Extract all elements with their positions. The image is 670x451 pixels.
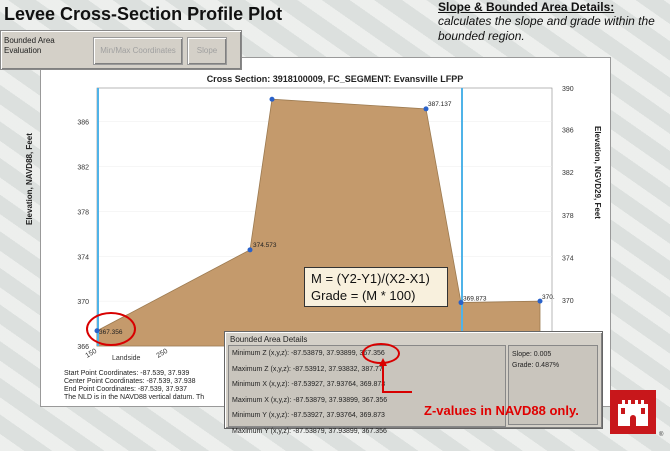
left-tick-label: 370 (77, 299, 89, 306)
data-point (247, 247, 253, 253)
x-tick-label: 250 (156, 348, 170, 360)
minmax-coordinates-button[interactable]: Min/Max Coordinates (93, 37, 183, 65)
data-point (423, 106, 429, 112)
max-y-row: Maximum Y (x,y,z): -87.53879, 37.93899, … (232, 427, 387, 435)
max-z-row: Maximum Z (x,y,z): -87.53912, 37.93832, … (232, 365, 383, 373)
registered-mark: ® (659, 432, 664, 438)
slope-button[interactable]: Slope (187, 37, 227, 65)
left-tick-label: 382 (77, 165, 89, 172)
min-point-highlight-circle (86, 312, 136, 346)
coordinates-info: Start Point Coordinates: -87.539, 37.939… (64, 370, 204, 402)
usace-castle-logo (610, 390, 656, 434)
data-point-label: 387.137 (428, 101, 452, 108)
info-line: Center Point Coordinates: -87.539, 37.93… (64, 378, 196, 385)
data-point-label: 369.873 (463, 296, 487, 303)
data-point-label: 370. (542, 294, 555, 301)
side-note: Slope & Bounded Area Details: calculates… (438, 0, 668, 44)
right-tick-label: 374 (562, 255, 574, 262)
right-tick-label: 382 (562, 170, 574, 177)
info-line: End Point Coordinates: -87.539, 37.937 (64, 386, 187, 393)
slope-formula-box: M = (Y2-Y1)/(X2-X1) Grade = (M * 100) (304, 267, 448, 307)
data-point (269, 96, 275, 102)
right-tick-label: 370 (562, 298, 574, 305)
left-tick-label: 378 (77, 209, 89, 216)
dialog-title: Bounded Area Details (230, 335, 308, 344)
landside-label: Landside (112, 355, 141, 362)
left-tick-label: 386 (77, 120, 89, 127)
info-line: The NLD is in the NAVD88 vertical datum.… (64, 394, 205, 401)
left-tick-label: 366 (77, 344, 89, 351)
min-x-row: Minimum X (x,y,z): -87.53927, 37.93764, … (232, 381, 386, 388)
grade-value: Grade: 0.487% (512, 362, 560, 369)
chart-title: Cross Section: 3918100009, FC_SEGMENT: E… (206, 74, 464, 84)
max-x-row: Maximum X (x,y,z): -87.53879, 37.93899, … (232, 396, 388, 404)
z-values-callout: Z-values in NAVD88 only. (424, 403, 579, 418)
data-point (537, 298, 543, 304)
right-tick-label: 378 (562, 213, 574, 220)
bounded-area-details-dialog: Bounded Area Details Minimum Z (x,y,z): … (224, 331, 603, 435)
x-tick-label: 150 (85, 348, 99, 360)
left-tick-label: 374 (77, 254, 89, 261)
data-point (458, 300, 464, 306)
min-z-row: Minimum Z (x,y,z): -87.53879, 37.93899, … (232, 350, 385, 357)
bounded-area-toolbar: Bounded Area Evaluation Min/Max Coordina… (0, 30, 242, 70)
data-point-label: 374.573 (253, 242, 277, 249)
slope-formula: M = (Y2-Y1)/(X2-X1) (311, 271, 430, 286)
slope-results-panel: Slope: 0.005 Grade: 0.487% (508, 345, 598, 425)
right-tick-label: 386 (562, 128, 574, 135)
right-tick-label: 390 (562, 86, 574, 93)
slope-value: Slope: 0.005 (512, 351, 552, 358)
toolbar-label: Bounded Area Evaluation (4, 36, 55, 55)
min-y-row: Minimum Y (x,y,z): -87.53927, 37.93764, … (232, 412, 385, 419)
grade-formula: Grade = (M * 100) (311, 288, 416, 303)
slide-title: Levee Cross-Section Profile Plot (4, 4, 283, 24)
info-line: Start Point Coordinates: -87.539, 37.939 (64, 370, 190, 377)
side-note-heading: Slope & Bounded Area Details: (438, 0, 615, 14)
side-note-text: calculates the slope and grade within th… (438, 14, 655, 43)
